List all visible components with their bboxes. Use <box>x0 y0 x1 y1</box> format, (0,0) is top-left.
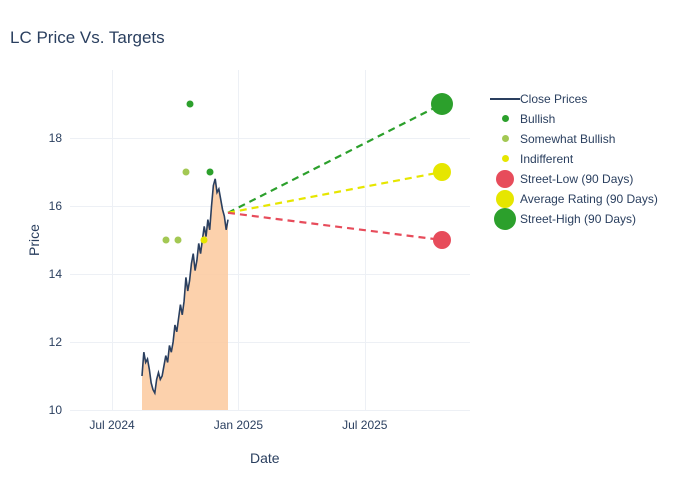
legend-label: Average Rating (90 Days) <box>520 192 658 206</box>
x-tick-label: Jan 2025 <box>214 418 263 432</box>
legend-item[interactable]: Street-High (90 Days) <box>490 210 658 227</box>
legend-dot-swatch <box>490 135 520 142</box>
legend-item[interactable]: Street-Low (90 Days) <box>490 170 658 187</box>
legend-label: Bullish <box>520 112 555 126</box>
legend-label: Street-High (90 Days) <box>520 212 636 226</box>
plot-area <box>70 70 470 410</box>
analyst-dot <box>187 101 194 108</box>
legend-dot-swatch <box>490 208 520 230</box>
legend-item[interactable]: Bullish <box>490 110 658 127</box>
analyst-dot <box>175 237 182 244</box>
target-dot <box>433 163 451 181</box>
legend-label: Street-Low (90 Days) <box>520 172 633 186</box>
legend-item[interactable]: Close Prices <box>490 90 658 107</box>
projection-line <box>228 104 442 213</box>
legend-item[interactable]: Somewhat Bullish <box>490 130 658 147</box>
analyst-dot <box>163 237 170 244</box>
legend-line-swatch <box>490 98 520 100</box>
x-tick-label: Jul 2025 <box>342 418 387 432</box>
analyst-dot <box>207 169 214 176</box>
projection-line <box>228 172 442 213</box>
legend-dot-swatch <box>490 170 520 188</box>
target-dot <box>433 231 451 249</box>
legend: Close Prices Bullish Somewhat Bullish Indif… <box>490 90 658 230</box>
legend-dot-swatch <box>490 115 520 122</box>
target-dot <box>431 93 453 115</box>
legend-label: Indifferent <box>520 152 573 166</box>
chart-svg <box>70 70 470 410</box>
legend-dot-swatch <box>490 190 520 208</box>
legend-label: Somewhat Bullish <box>520 132 615 146</box>
analyst-dot <box>201 237 208 244</box>
legend-item[interactable]: Average Rating (90 Days) <box>490 190 658 207</box>
y-axis-label: Price <box>26 224 42 256</box>
analyst-dot <box>183 169 190 176</box>
chart-title: LC Price Vs. Targets <box>10 28 165 48</box>
projection-line <box>228 213 442 240</box>
legend-item[interactable]: Indifferent <box>490 150 658 167</box>
legend-dot-swatch <box>490 155 520 162</box>
x-tick-label: Jul 2024 <box>89 418 134 432</box>
x-axis-label: Date <box>250 450 280 466</box>
y-gridline <box>70 410 470 411</box>
legend-label: Close Prices <box>520 92 587 106</box>
